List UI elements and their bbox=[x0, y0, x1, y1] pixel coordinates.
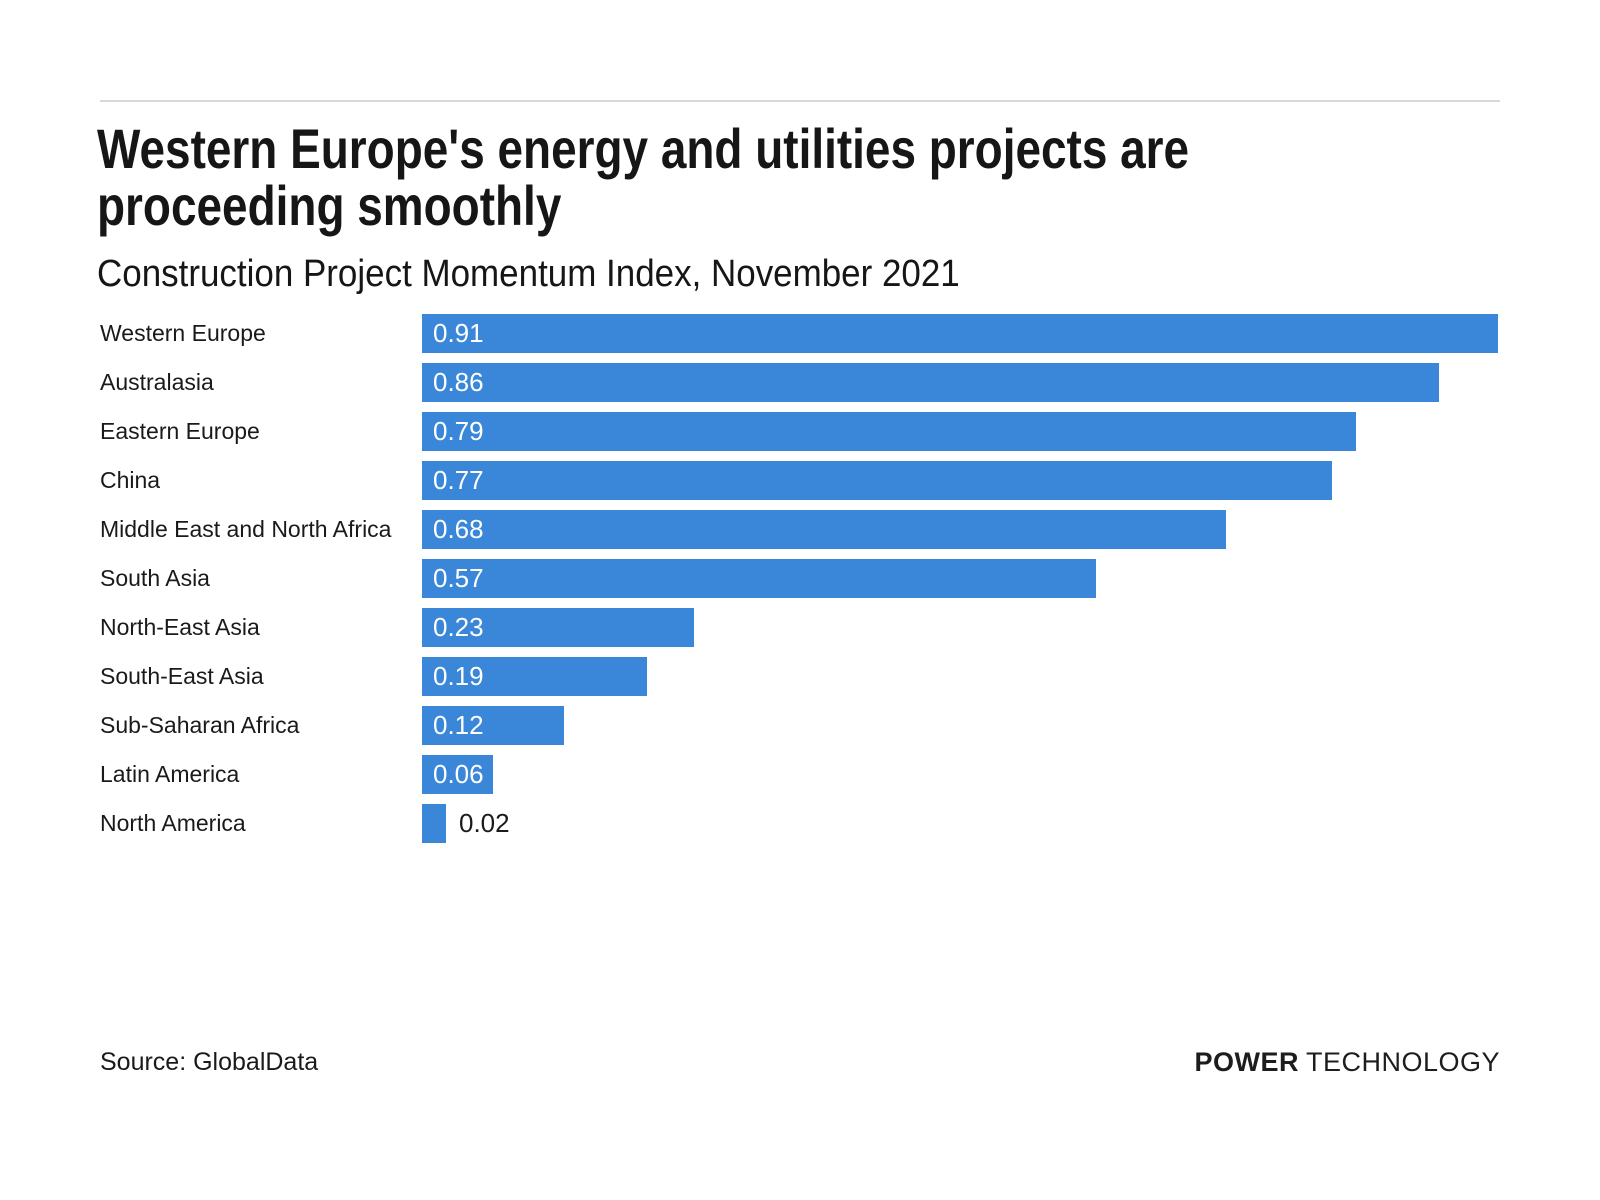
bar: 0.68 bbox=[422, 510, 1226, 549]
chart-row: Latin America 0.06 bbox=[100, 755, 1500, 794]
logo-text-technology: TECHNOLOGY bbox=[1305, 1046, 1500, 1077]
chart-row: Eastern Europe 0.79 bbox=[100, 412, 1500, 451]
chart-row: South Asia 0.57 bbox=[100, 559, 1500, 598]
value-label: 0.77 bbox=[433, 465, 484, 495]
bar-track: 0.12 bbox=[422, 706, 1500, 745]
chart-row: Western Europe 0.91 bbox=[100, 314, 1500, 353]
category-label: Sub-Saharan Africa bbox=[100, 712, 300, 738]
bar: 0.79 bbox=[422, 412, 1356, 451]
category-label: South-East Asia bbox=[100, 663, 264, 689]
power-technology-logo: POWER TECHNOLOGY bbox=[1194, 1047, 1500, 1078]
value-label: 0.02 bbox=[459, 808, 510, 838]
chart-row: South-East Asia 0.19 bbox=[100, 657, 1500, 696]
chart-row: Sub-Saharan Africa 0.12 bbox=[100, 706, 1500, 745]
bar-track: 0.23 bbox=[422, 608, 1500, 647]
chart-row: Australasia 0.86 bbox=[100, 363, 1500, 402]
category-label: North America bbox=[100, 810, 246, 836]
chart-subtitle: Construction Project Momentum Index, Nov… bbox=[97, 253, 960, 295]
value-label: 0.91 bbox=[433, 318, 484, 348]
bar-track: 0.79 bbox=[422, 412, 1500, 451]
value-label: 0.57 bbox=[433, 563, 484, 593]
chart-title-line1: Western Europe's energy and utilities pr… bbox=[97, 117, 1190, 180]
bar: 0.19 bbox=[422, 657, 647, 696]
chart-row: North-East Asia 0.23 bbox=[100, 608, 1500, 647]
bar: 0.77 bbox=[422, 461, 1332, 500]
bar: 0.23 bbox=[422, 608, 694, 647]
bar: 0.86 bbox=[422, 363, 1439, 402]
value-label: 0.86 bbox=[433, 367, 484, 397]
chart-row: Middle East and North Africa 0.68 bbox=[100, 510, 1500, 549]
top-divider-line bbox=[100, 100, 1500, 102]
category-label: Latin America bbox=[100, 761, 240, 787]
value-label: 0.23 bbox=[433, 612, 484, 642]
value-label: 0.79 bbox=[433, 416, 484, 446]
footer: Source: GlobalData POWER TECHNOLOGY bbox=[100, 1042, 1500, 1082]
bar: 0.06 bbox=[422, 755, 493, 794]
value-label: 0.19 bbox=[433, 661, 484, 691]
chart-row: North America 0.02 bbox=[100, 804, 1500, 843]
bar-track: 0.91 bbox=[422, 314, 1500, 353]
bar-track: 0.02 bbox=[422, 804, 1500, 843]
bar-track: 0.19 bbox=[422, 657, 1500, 696]
bar-track: 0.68 bbox=[422, 510, 1500, 549]
category-label: China bbox=[100, 467, 161, 493]
bar-track: 0.06 bbox=[422, 755, 1500, 794]
category-label: Middle East and North Africa bbox=[100, 516, 392, 542]
bar: 0.91 bbox=[422, 314, 1498, 353]
chart-title-line2: proceeding smoothly bbox=[97, 174, 562, 237]
category-label: Western Europe bbox=[100, 320, 266, 346]
source-attribution: Source: GlobalData bbox=[100, 1047, 319, 1076]
chart-rows: Western Europe 0.91 Australasia 0.86 Eastern… bbox=[100, 314, 1500, 843]
bar-chart: Western Europe 0.91 Australasia 0.86 Eastern… bbox=[100, 314, 1500, 843]
category-label: Australasia bbox=[100, 369, 214, 395]
bar-track: 0.77 bbox=[422, 461, 1500, 500]
bar bbox=[422, 804, 446, 843]
category-label: Eastern Europe bbox=[100, 418, 260, 444]
logo-text-power: POWER bbox=[1194, 1046, 1299, 1077]
chart-row: China 0.77 bbox=[100, 461, 1500, 500]
chart-title: Western Europe's energy and utilities pr… bbox=[97, 120, 1189, 234]
bar-track: 0.57 bbox=[422, 559, 1500, 598]
value-label: 0.12 bbox=[433, 710, 484, 740]
value-label: 0.68 bbox=[433, 514, 484, 544]
bar-track: 0.86 bbox=[422, 363, 1500, 402]
bar: 0.12 bbox=[422, 706, 564, 745]
bar: 0.57 bbox=[422, 559, 1096, 598]
category-label: South Asia bbox=[100, 565, 210, 591]
value-label: 0.06 bbox=[433, 759, 484, 789]
category-label: North-East Asia bbox=[100, 614, 260, 640]
